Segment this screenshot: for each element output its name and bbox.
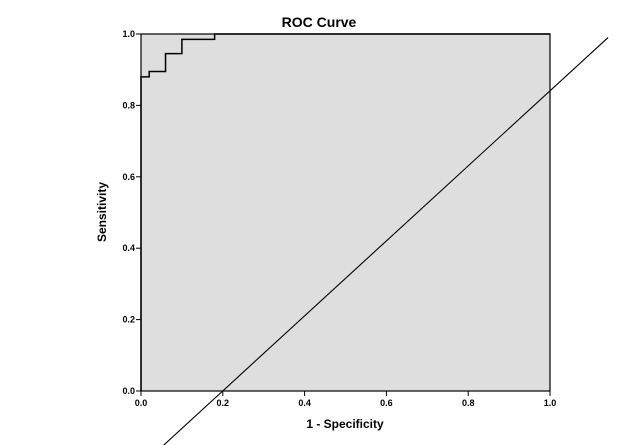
y-tick-label: 0.0	[122, 386, 135, 396]
x-axis-ticks: 0.0 0.2 0.4 0.6 0.8 1.0	[135, 391, 557, 408]
reference-diagonal-line	[163, 37, 609, 445]
x-axis-label: 1 - Specificity	[306, 417, 384, 431]
x-tick-label: 0.0	[135, 398, 148, 408]
x-tick-label: 1.0	[544, 398, 557, 408]
plot-area	[140, 33, 551, 392]
y-axis-ticks: 0.0 0.2 0.4 0.6 0.8 1.0	[122, 29, 141, 396]
x-tick-label: 0.2	[217, 398, 230, 408]
roc-curve-line	[140, 33, 550, 391]
x-tick-label: 0.6	[380, 398, 393, 408]
y-tick-label: 0.8	[122, 100, 135, 110]
y-tick-label: 0.4	[122, 243, 135, 253]
chart-title: ROC Curve	[282, 14, 357, 30]
y-tick-label: 1.0	[122, 29, 135, 39]
y-axis-label: Sensitivity	[95, 182, 109, 242]
y-tick-label: 0.6	[122, 172, 135, 182]
x-tick-label: 0.4	[298, 398, 311, 408]
y-tick-label: 0.2	[122, 315, 135, 325]
x-tick-label: 0.8	[462, 398, 475, 408]
